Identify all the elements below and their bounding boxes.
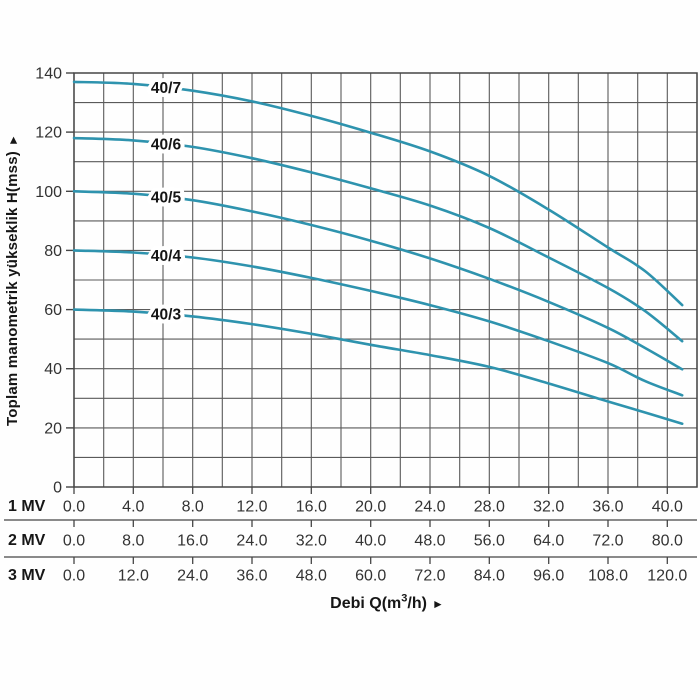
x-tick-label-3mv-9: 108.0	[588, 568, 628, 585]
x-tick-label-2mv-1: 8.0	[122, 533, 144, 550]
x-tick-label-1mv-10: 40.0	[652, 499, 683, 516]
x-axis-title-post: /h)	[407, 595, 427, 612]
row-label-1mv: 1 MV	[8, 498, 46, 515]
x-axis-title-pre: Debi Q(m	[330, 595, 402, 612]
curve-40/5	[72, 190, 684, 371]
x-tick-label-2mv-10: 80.0	[652, 533, 683, 550]
x-tick-label-3mv-4: 48.0	[296, 568, 327, 585]
x-tick-label-1mv-6: 24.0	[414, 499, 445, 516]
y-tick-label: 0	[53, 480, 62, 497]
x-tick-label-2mv-9: 72.0	[592, 533, 623, 550]
y-tick-label: 100	[35, 184, 62, 201]
x-tick-label-1mv-3: 12.0	[236, 499, 267, 516]
x-axis-title: Debi Q(m3/h) ►	[237, 592, 537, 617]
x-tick-label-3mv-8: 96.0	[533, 568, 564, 585]
plot-border	[73, 72, 698, 488]
y-tick-label: 20	[44, 420, 62, 437]
curve-40/7	[72, 80, 684, 307]
row-label-3mv: 3 MV	[8, 567, 46, 584]
right-arrow-icon: ►	[431, 597, 444, 611]
x-tick-label-3mv-5: 60.0	[355, 568, 386, 585]
x-tick-label-3mv-10: 120.0	[647, 568, 687, 585]
x-tick-label-1mv-7: 28.0	[474, 499, 505, 516]
curve-40/3	[72, 308, 684, 425]
x-tick-label-3mv-2: 24.0	[177, 568, 208, 585]
x-tick-label-1mv-2: 8.0	[182, 499, 204, 516]
x-tick-label-2mv-2: 16.0	[177, 533, 208, 550]
curve-label-40/6: 40/6	[151, 137, 182, 154]
curve-40/4	[72, 249, 684, 397]
y-tick-label: 140	[35, 66, 62, 83]
y-axis-title: Toplam manometrik yükseklik H(mss) ►	[4, 106, 24, 454]
x-tick-label-1mv-9: 36.0	[592, 499, 623, 516]
y-tick-label: 40	[44, 361, 62, 378]
y-tick-label: 80	[44, 243, 62, 260]
x-tick-label-2mv-6: 48.0	[414, 533, 445, 550]
curve-label-40/7: 40/7	[151, 80, 181, 97]
x-tick-label-2mv-5: 40.0	[355, 533, 386, 550]
curve-40/6	[72, 136, 684, 343]
curve-labels: 40/7 40/6 40/5 40/4 40/3	[147, 76, 186, 328]
y-axis-title-text: Toplam manometrik yükseklik H(mss)	[4, 151, 21, 427]
x-tick-label-3mv-1: 12.0	[118, 568, 149, 585]
x-tick-label-3mv-6: 72.0	[414, 568, 445, 585]
curve-label-40/5: 40/5	[151, 190, 182, 207]
y-tick-label: 60	[44, 302, 62, 319]
curve-label-40/3: 40/3	[151, 307, 182, 324]
row-label-2mv: 2 MV	[8, 532, 46, 549]
x-axis-table: 0.0 4.0 8.0 12.0 16.0 20.0 24.0 28.0 32.0 36.0 40.…	[4, 487, 697, 585]
x-tick-label-2mv-8: 64.0	[533, 533, 564, 550]
x-tick-label-3mv-3: 36.0	[236, 568, 267, 585]
grid-lines	[73, 72, 698, 488]
x-tick-label-1mv-4: 16.0	[296, 499, 327, 516]
y-axis-ticks: 0 20 40 60 80 100 120 140	[35, 66, 74, 497]
y-tick-label: 120	[35, 125, 62, 142]
x-tick-label-2mv-4: 32.0	[296, 533, 327, 550]
x-tick-label-2mv-7: 56.0	[474, 533, 505, 550]
x-tick-label-1mv-8: 32.0	[533, 499, 564, 516]
up-arrow-icon: ►	[6, 133, 20, 147]
x-tick-label-2mv-3: 24.0	[236, 533, 267, 550]
curves	[72, 80, 684, 425]
x-tick-label-1mv-1: 4.0	[122, 499, 144, 516]
x-tick-label-3mv-7: 84.0	[474, 568, 505, 585]
curve-label-40/4: 40/4	[151, 248, 182, 265]
x-tick-label-2mv-0: 0.0	[63, 533, 85, 550]
x-tick-label-3mv-0: 0.0	[63, 568, 85, 585]
x-axis-title-sup: 3	[401, 592, 408, 605]
x-tick-label-1mv-5: 20.0	[355, 499, 386, 516]
x-tick-label-1mv-0: 0.0	[63, 499, 85, 516]
